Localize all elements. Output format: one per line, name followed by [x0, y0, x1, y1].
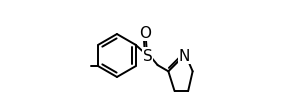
Text: N: N [179, 49, 190, 63]
Text: S: S [143, 49, 152, 63]
Text: O: O [139, 26, 151, 40]
